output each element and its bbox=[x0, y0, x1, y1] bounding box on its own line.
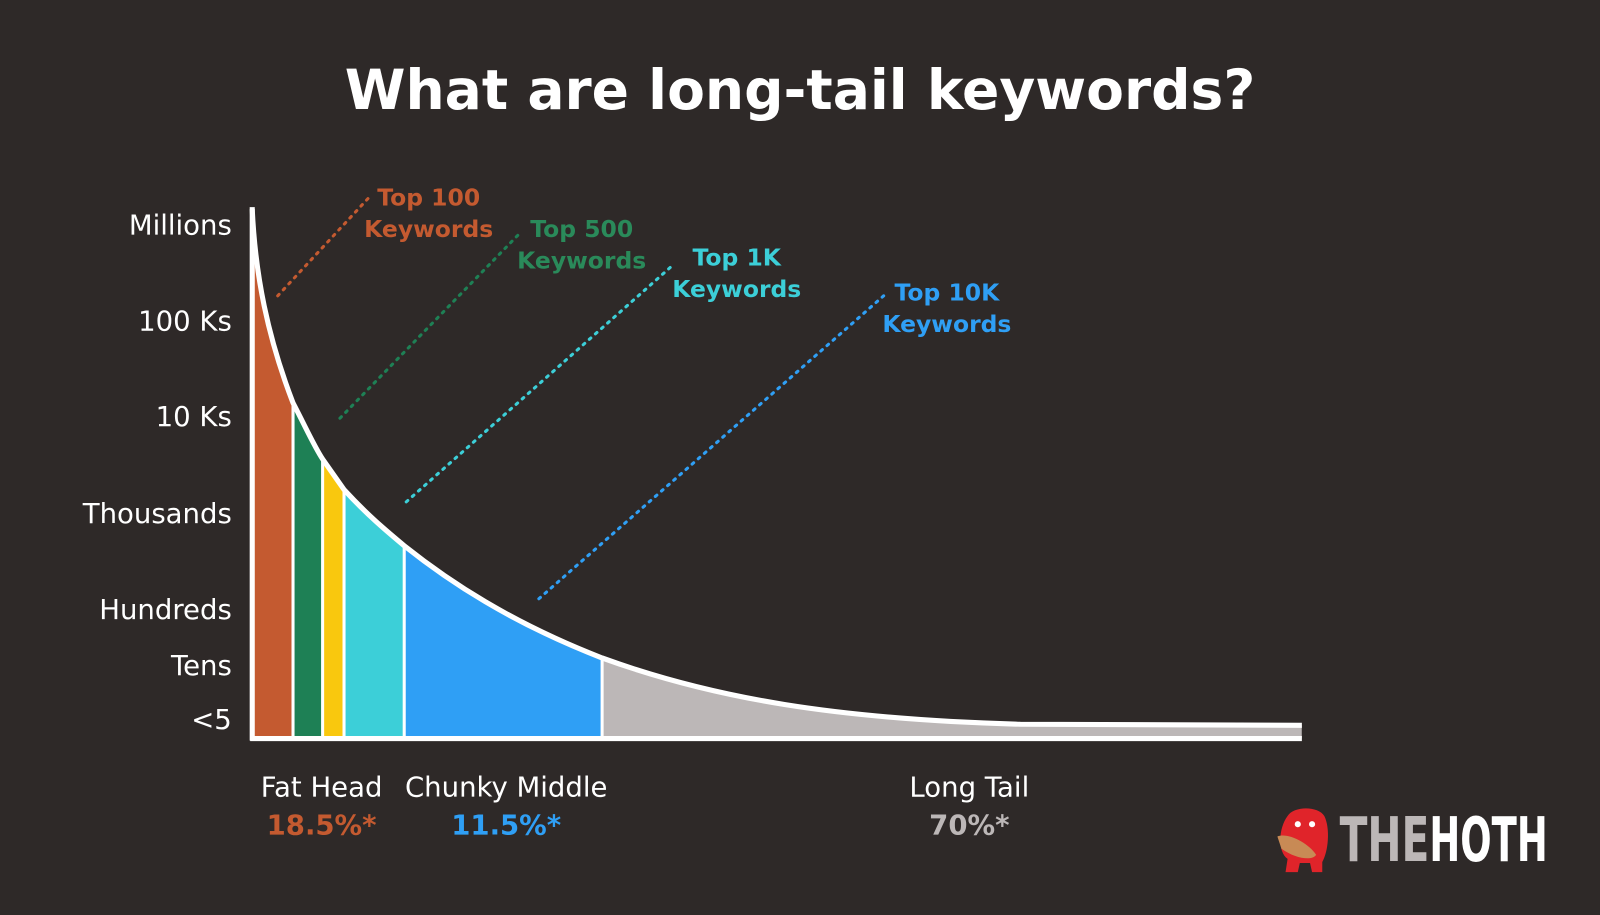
segment-share: 70%* bbox=[929, 809, 1009, 841]
logo-eye bbox=[1309, 821, 1316, 828]
logo-eye bbox=[1294, 821, 1301, 828]
leader-line bbox=[537, 294, 886, 601]
segment-label: Chunky Middle bbox=[405, 772, 608, 804]
logo-text: THE bbox=[1340, 805, 1430, 876]
segment-fill bbox=[322, 209, 345, 739]
y-label: <5 bbox=[191, 704, 232, 736]
logo-club bbox=[1277, 835, 1317, 859]
annotations: Top 100 Keywords Top 500 Keywords Top 1K… bbox=[364, 183, 1011, 337]
curve bbox=[249, 208, 1302, 728]
leader-line bbox=[338, 233, 520, 420]
segment-share: 11.5%* bbox=[451, 809, 561, 841]
logo-mascot bbox=[1280, 808, 1329, 873]
leader-line bbox=[404, 265, 672, 504]
leader-line bbox=[276, 195, 372, 298]
y-label: Thousands bbox=[82, 498, 232, 530]
segment-share: 18.5%* bbox=[267, 809, 377, 841]
annotation: Top 100 bbox=[377, 183, 480, 211]
leader-lines bbox=[276, 195, 886, 601]
annotation: Top 10K bbox=[895, 278, 1001, 306]
segment-label: Fat Head bbox=[261, 772, 383, 804]
annotation: Keywords bbox=[882, 310, 1011, 338]
y-label: 10 Ks bbox=[156, 401, 232, 433]
annotation: Top 500 bbox=[530, 215, 633, 243]
segment-fill bbox=[602, 209, 1302, 739]
annotation: Keywords bbox=[364, 215, 493, 243]
annotation: Top 1K bbox=[693, 244, 782, 272]
y-label: Hundreds bbox=[99, 594, 232, 626]
y-labels: Millions 100 Ks 10 Ks Thousands Hundreds… bbox=[82, 209, 232, 736]
segment-fill bbox=[252, 209, 294, 739]
segment-label: Long Tail bbox=[909, 772, 1029, 804]
segment-labels: Fat Head 18.5%* Chunky Middle 11.5%* Lon… bbox=[261, 772, 1030, 842]
logo: THE HOTH bbox=[1277, 805, 1548, 876]
y-label: 100 Ks bbox=[138, 305, 232, 337]
annotation: Keywords bbox=[672, 275, 801, 303]
y-label: Millions bbox=[129, 209, 232, 241]
y-label: Tens bbox=[170, 650, 232, 682]
logo-text: HOTH bbox=[1429, 805, 1547, 876]
title: What are long-tail keywords? bbox=[345, 58, 1256, 122]
annotation: Keywords bbox=[517, 247, 646, 275]
